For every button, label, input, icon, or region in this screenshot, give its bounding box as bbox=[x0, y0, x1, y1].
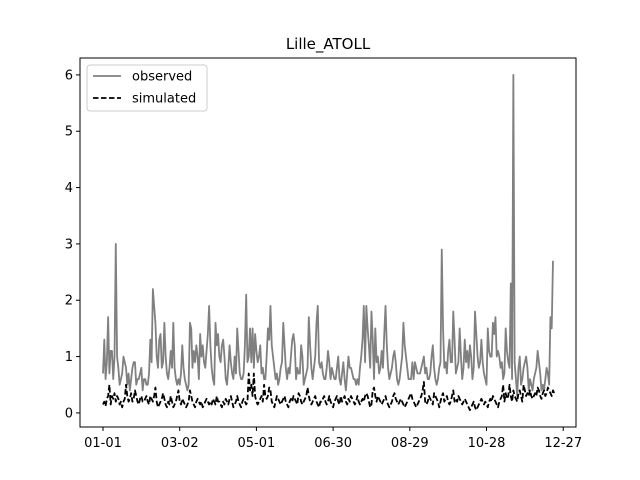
y-tick-label: 2 bbox=[65, 294, 73, 309]
legend: observed simulated bbox=[86, 64, 208, 112]
y-tick-label: 4 bbox=[65, 181, 73, 196]
y-axis: 0 1 2 3 4 5 6 bbox=[65, 68, 80, 421]
series-line-simulated bbox=[102, 372, 556, 412]
y-tick-label: 1 bbox=[65, 350, 73, 365]
x-tick-label: 12-27 bbox=[544, 436, 582, 451]
x-tick-label: 10-28 bbox=[468, 436, 506, 451]
legend-label-simulated: simulated bbox=[132, 92, 196, 107]
plot-area bbox=[80, 58, 576, 427]
series-line-observed bbox=[102, 74, 554, 397]
y-tick-label: 6 bbox=[65, 68, 73, 83]
series-layer bbox=[102, 74, 556, 412]
y-tick-label: 3 bbox=[65, 237, 73, 252]
x-tick-label: 05-01 bbox=[238, 436, 276, 451]
x-tick-label: 01-01 bbox=[84, 436, 122, 451]
x-tick-label: 08-29 bbox=[391, 436, 429, 451]
chart-title: Lille_ATOLL bbox=[286, 35, 371, 54]
y-tick-label: 0 bbox=[65, 406, 73, 421]
x-tick-label: 03-02 bbox=[161, 436, 199, 451]
legend-label-observed: observed bbox=[132, 70, 192, 85]
x-axis: 01-01 03-02 05-01 06-30 08-29 10-28 12-27 bbox=[84, 427, 582, 451]
x-tick-label: 06-30 bbox=[314, 436, 352, 451]
y-tick-label: 5 bbox=[65, 125, 73, 140]
axes-frame bbox=[79, 57, 577, 428]
